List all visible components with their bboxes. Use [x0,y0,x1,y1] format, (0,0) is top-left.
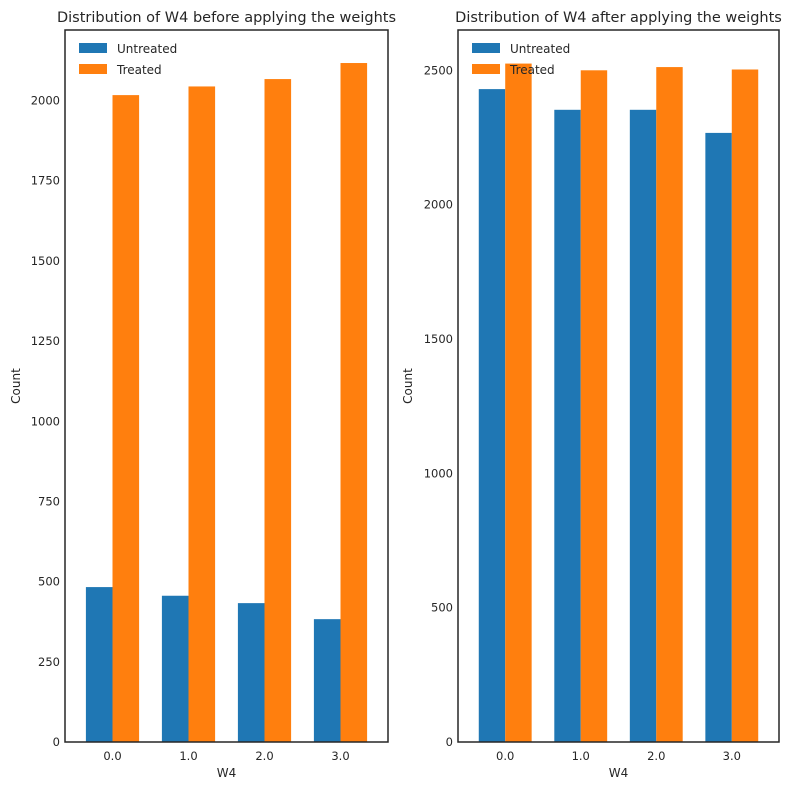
left-bar-untreated-3 [313,619,341,742]
right-y-tick-label: 0 [446,735,453,749]
left-bar-untreated-2 [237,603,265,742]
right-bar-treated-1 [580,70,608,743]
right-axes-frame [457,29,780,743]
legend-label-untreated: Untreated [117,42,177,56]
legend-swatch-treated [472,64,500,74]
right-y-tick-label: 500 [431,601,453,615]
legend-label-treated: Treated [509,63,555,77]
right-x-tick-label: 0.0 [496,749,514,763]
left-y-tick-label: 1750 [31,174,60,188]
left-y-tick-label: 500 [38,575,60,589]
left-chart-title: Distribution of W4 before applying the w… [57,10,396,26]
right-bar-untreated-0 [478,89,506,743]
left-x-axis-label: W4 [217,766,237,780]
legend-swatch-treated [79,64,107,74]
left-axes-frame [64,29,389,743]
left-y-tick-label: 1500 [31,254,60,268]
right-bar-untreated-2 [629,109,657,743]
legend-label-treated: Treated [116,63,162,77]
right-chart-title: Distribution of W4 after applying the we… [455,10,782,26]
left-y-tick-label: 2000 [31,94,60,108]
right-y-tick-label: 2500 [424,63,453,77]
left-x-tick-label: 0.0 [103,749,121,763]
left-x-tick-label: 1.0 [179,749,197,763]
left-x-tick-label: 3.0 [331,749,349,763]
right-x-axis-label: W4 [609,766,629,780]
right-plot-area: 0 500 1000 1500 2000 2500 0.0 1.0 2.0 3.0 [424,63,759,763]
right-x-tick-label: 3.0 [723,749,741,763]
right-chart: Distribution of W4 after applying the we… [401,10,782,780]
right-y-axis-label: Count [401,368,415,404]
left-bar-untreated-1 [161,595,189,742]
left-bar-untreated-0 [85,587,113,742]
right-bar-treated-2 [656,67,683,742]
legend-swatch-untreated [472,43,500,53]
right-legend: Untreated Treated [472,42,570,77]
left-y-tick-label: 250 [38,655,60,669]
left-plot-area: 0 250 500 750 1000 1250 1500 1750 2000 0.0 1.0 2.0 3… [31,63,368,763]
right-bar-treated-3 [731,69,759,742]
left-y-tick-label: 1000 [31,414,60,428]
legend-label-untreated: Untreated [510,42,570,56]
right-bar-untreated-3 [705,132,732,742]
right-bar-treated-0 [505,63,532,742]
left-bar-treated-0 [112,95,140,743]
right-y-tick-label: 2000 [424,198,453,212]
right-bar-untreated-1 [554,109,581,743]
left-chart: Distribution of W4 before applying the w… [9,10,396,780]
right-y-tick-label: 1500 [424,332,453,346]
right-x-tick-label: 1.0 [572,749,590,763]
right-y-tick-label: 1000 [424,466,453,480]
left-x-tick-label: 2.0 [255,749,273,763]
legend-swatch-untreated [79,43,107,53]
left-bar-treated-2 [264,79,292,742]
left-y-tick-label: 750 [38,494,60,508]
left-legend: Untreated Treated [79,42,177,77]
left-y-tick-label: 1250 [31,334,60,348]
left-y-tick-label: 0 [53,735,60,749]
right-x-tick-label: 2.0 [647,749,665,763]
left-bar-treated-3 [340,63,368,742]
left-y-axis-label: Count [9,368,23,404]
left-bar-treated-1 [188,86,216,742]
